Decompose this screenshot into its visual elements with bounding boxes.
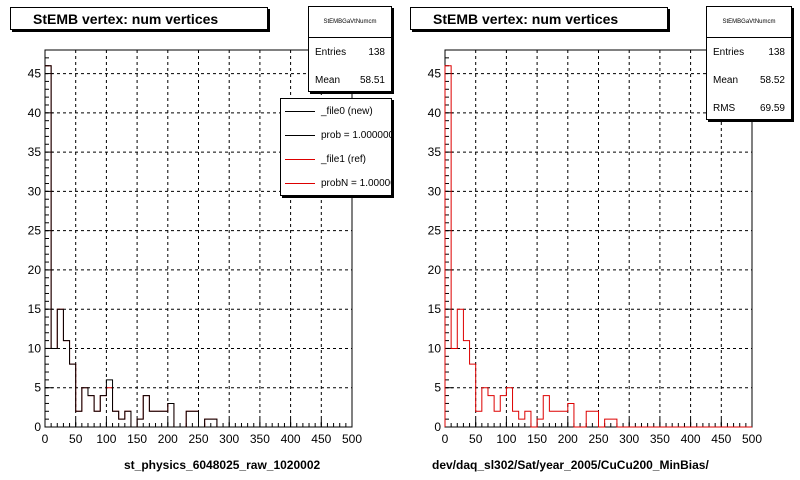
right-x-tick-label: 250: [588, 432, 608, 446]
left-y-tick-label: 45: [28, 67, 42, 81]
legend-entry-new: _file0 (new): [281, 99, 391, 123]
right-x-tick-label: 100: [496, 432, 516, 446]
left-x-tick-label: 150: [127, 432, 147, 446]
right-stats-rms-label: RMS: [713, 102, 736, 114]
right-stats-mean-value: 58.52: [759, 74, 785, 86]
right-y-tick-label: 0: [434, 420, 441, 434]
left-x-axis-label: st_physics_6048025_raw_1020002: [124, 458, 321, 472]
right-y-tick-label: 30: [428, 184, 442, 198]
left-y-tick-label: 20: [28, 263, 42, 277]
left-stats-mean-value: 58.51: [359, 74, 385, 86]
right-x-tick-label: 350: [650, 432, 670, 446]
left-legend: _file0 (new) prob = 1.000000 _file1 (ref…: [280, 98, 392, 196]
legend-label-probn: probN = 1.000000: [321, 177, 391, 189]
right-x-tick-label: 500: [742, 432, 762, 446]
right-y-tick-label: 35: [428, 145, 442, 159]
right-x-tick-label: 400: [681, 432, 701, 446]
left-stats-entries-label: Entries: [315, 46, 347, 58]
right-series-ref: [444, 65, 752, 428]
legend-label-ref: _file1 (ref): [321, 153, 367, 165]
right-x-tick-label: 50: [469, 432, 483, 446]
right-x-tick-label: 150: [527, 432, 547, 446]
left-stats-box: StEMBGaVtNumcm Entries 138 Mean 58.51: [308, 6, 392, 92]
legend-entry-prob: prob = 1.000000: [281, 123, 391, 147]
right-stats-rms-value: 69.59: [759, 102, 785, 114]
left-series--file0-new-: [44, 65, 352, 428]
left-y-tick-label: 25: [28, 224, 42, 238]
right-y-tick-label: 5: [434, 381, 441, 395]
right-stats-entries-value: 138: [768, 46, 785, 58]
right-x-tick-label: 200: [558, 432, 578, 446]
left-x-tick-label: 400: [281, 432, 301, 446]
right-x-tick-label: 300: [619, 432, 639, 446]
legend-label-prob: prob = 1.000000: [321, 129, 392, 141]
left-x-tick-label: 250: [188, 432, 208, 446]
right-y-tick-label: 15: [428, 302, 442, 316]
left-x-tick-label: 100: [96, 432, 116, 446]
right-x-tick-label: 0: [442, 432, 449, 446]
right-y-tick-label: 10: [428, 341, 442, 355]
left-x-tick-label: 0: [42, 432, 49, 446]
left-y-tick-label: 0: [34, 420, 41, 434]
left-x-tick-label: 200: [158, 432, 178, 446]
right-y-tick-label: 45: [428, 67, 442, 81]
right-stats-name: StEMBGaVtNumcm: [707, 7, 791, 38]
left-histogram: 0 50 100 150 200 250 300 350 400 450 500 0 5 10 15 20 25…: [28, 49, 362, 446]
right-y-tick-label: 25: [428, 224, 442, 238]
left-y-tick-label: 30: [28, 184, 42, 198]
right-chart-title: StEMB vertex: num vertices: [410, 7, 668, 30]
right-stats-mean-label: Mean: [713, 74, 739, 86]
left-stats-mean-label: Mean: [315, 74, 341, 86]
left-y-tick-label: 10: [28, 341, 42, 355]
legend-label-new: _file0 (new): [321, 105, 373, 117]
left-x-tick-label: 450: [311, 432, 331, 446]
left-x-tick-label: 350: [250, 432, 270, 446]
left-x-tick-label: 300: [219, 432, 239, 446]
left-stats-name: StEMBGaVtNumcm: [309, 7, 391, 38]
right-y-tick-label: 20: [428, 263, 442, 277]
right-stats-entries-label: Entries: [713, 46, 745, 58]
left-stats-entries-value: 138: [368, 46, 385, 58]
left-chart-title: StEMB vertex: num vertices: [10, 7, 268, 30]
legend-entry-probn: probN = 1.000000: [281, 171, 391, 195]
right-x-tick-label: 450: [711, 432, 731, 446]
right-histogram: 0 50 100 150 200 250 300 350 400 450 500 0 5 10 15 20 25…: [428, 49, 762, 446]
right-stats-box: StEMBGaVtNumcm Entries 138 Mean 58.52 RMS 6…: [706, 6, 792, 120]
left-x-tick-label: 50: [69, 432, 83, 446]
left-y-tick-label: 35: [28, 145, 42, 159]
right-x-axis-label: dev/daq_sl302/Sat/year_2005/CuCu200_MinB…: [432, 458, 709, 472]
left-y-tick-label: 40: [28, 106, 42, 120]
left-x-tick-label: 500: [342, 432, 362, 446]
left-y-tick-label: 15: [28, 302, 42, 316]
legend-entry-ref: _file1 (ref): [281, 147, 391, 171]
right-y-tick-label: 40: [428, 106, 442, 120]
left-y-tick-label: 5: [34, 381, 41, 395]
